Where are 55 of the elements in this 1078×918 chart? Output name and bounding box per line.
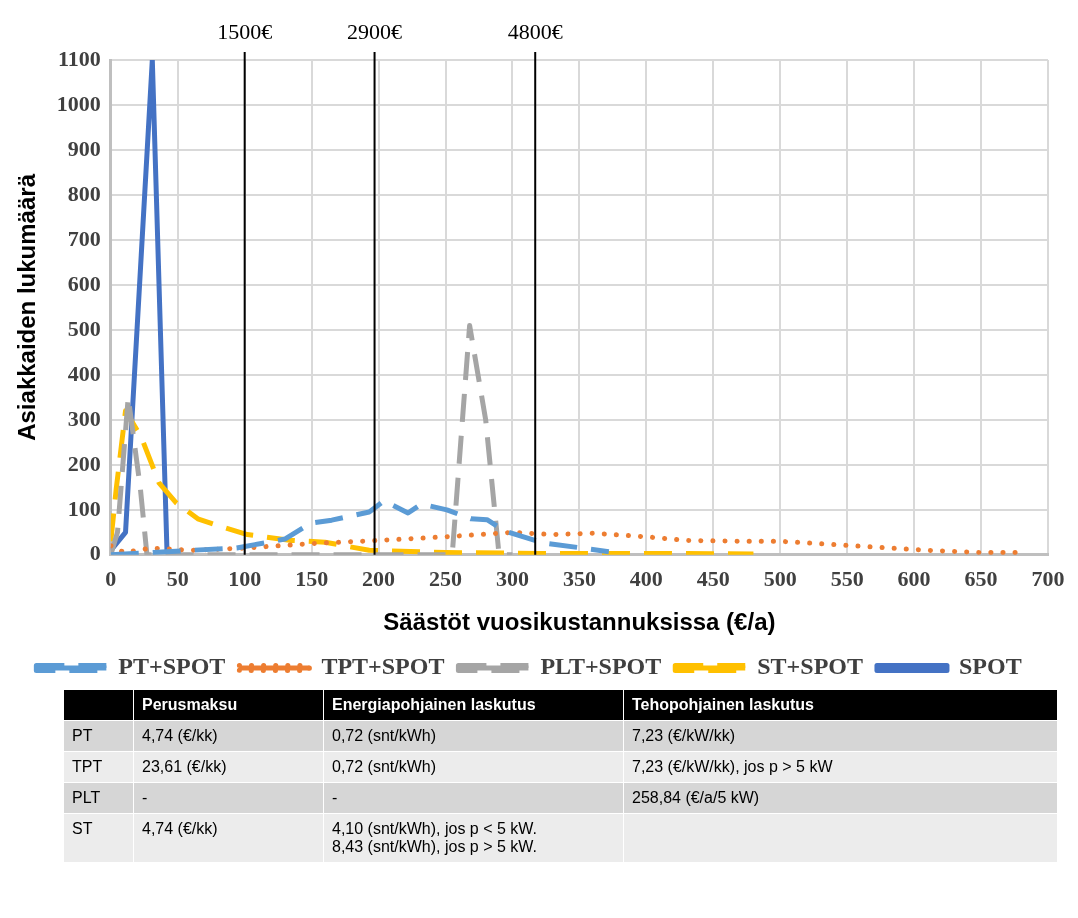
y-tick-label: 400 <box>67 360 101 386</box>
ref-line-label: 1500€ <box>217 18 273 44</box>
text: 0,72 (snt/kWh) <box>324 752 624 783</box>
ref-line-label: 2900€ <box>347 18 403 44</box>
text: 258,84 (€/a/5 kW) <box>624 783 1058 814</box>
y-tick-label: 900 <box>67 135 101 161</box>
x-tick-label: 550 <box>830 565 864 591</box>
x-tick-label: 450 <box>696 565 730 591</box>
x-tick-label: 500 <box>763 565 797 591</box>
text: - <box>134 783 324 814</box>
text: Tehopohjainen laskutus <box>624 690 1058 721</box>
text: PLT <box>64 783 134 814</box>
x-tick-label: 650 <box>964 565 998 591</box>
text: 0,72 (snt/kWh) <box>324 721 624 752</box>
x-tick-label: 300 <box>495 565 529 591</box>
x-tick-label: 150 <box>295 565 329 591</box>
x-tick-label: 250 <box>429 565 463 591</box>
x-tick-label: 0 <box>105 565 117 591</box>
legend-label: TPT+SPOT <box>321 653 445 680</box>
legend-label: ST+SPOT <box>757 653 863 680</box>
y-axis-title: Asiakkaiden lukumäärä <box>13 173 41 441</box>
y-tick-label: 1100 <box>58 45 101 71</box>
legend-label: PLT+SPOT <box>540 653 662 680</box>
text: Perusmaksu <box>134 690 324 721</box>
y-tick-label: 100 <box>67 495 101 521</box>
y-tick-label: 700 <box>67 225 101 251</box>
text: 4,74 (€/kk) <box>134 721 324 752</box>
y-tick-label: 200 <box>67 450 101 476</box>
text: 4,74 (€/kk) <box>134 814 324 863</box>
ref-line-label: 4800€ <box>507 18 563 44</box>
y-tick-label: 1000 <box>56 90 101 116</box>
x-axis-title: Säästöt vuosikustannuksissa (€/a) <box>383 608 776 636</box>
x-tick-label: 700 <box>1031 565 1065 591</box>
text: Energiapohjainen laskutus <box>324 690 624 721</box>
x-tick-label: 50 <box>166 565 189 591</box>
y-tick-label: 0 <box>89 540 101 566</box>
text: - <box>324 783 624 814</box>
y-tick-label: 300 <box>67 405 101 431</box>
text: TPT <box>64 752 134 783</box>
x-tick-label: 350 <box>562 565 596 591</box>
legend-label: PT+SPOT <box>118 653 226 680</box>
x-tick-label: 200 <box>362 565 396 591</box>
text: 7,23 (€/kW/kk), jos p > 5 kW <box>624 752 1058 783</box>
text: ST <box>64 814 134 863</box>
x-tick-label: 600 <box>897 565 931 591</box>
legend-label: SPOT <box>958 653 1022 680</box>
y-tick-label: 500 <box>67 315 101 341</box>
text: PT <box>64 721 134 752</box>
text: 23,61 (€/kk) <box>134 752 324 783</box>
x-tick-label: 400 <box>629 565 663 591</box>
x-tick-label: 100 <box>228 565 262 591</box>
text: 7,23 (€/kW/kk) <box>624 721 1058 752</box>
y-tick-label: 600 <box>67 270 101 296</box>
y-tick-label: 800 <box>67 180 101 206</box>
text: 4,10 (snt/kWh), jos p < 5 kW. 8,43 (snt/kWh), jos p > 5 kW. <box>324 814 624 863</box>
